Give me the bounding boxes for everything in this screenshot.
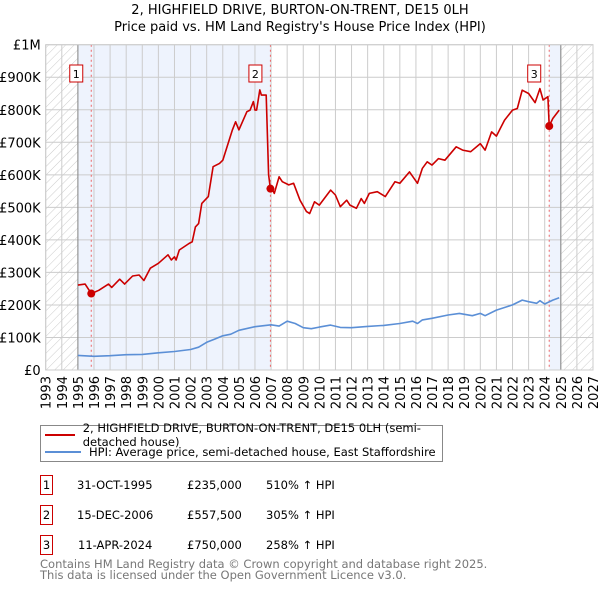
x-tick-label: 1998 xyxy=(120,376,135,409)
transaction-hpi: 305% ↑ HPI xyxy=(266,508,335,522)
x-tick-label: 2025 xyxy=(555,376,570,409)
sale-label-box xyxy=(527,64,542,83)
transaction-hpi: 258% ↑ HPI xyxy=(266,538,335,552)
sale-label-box xyxy=(248,64,263,83)
x-tick-label: 1994 xyxy=(56,376,71,409)
x-tick-label: 2026 xyxy=(571,376,586,409)
transaction-marker: 1 xyxy=(40,475,53,495)
x-tick-label: 2002 xyxy=(185,376,200,409)
y-tick-label: £300K xyxy=(0,266,41,281)
x-tick-label: 2001 xyxy=(168,376,183,409)
transaction-marker: 2 xyxy=(40,505,53,525)
x-tick-label: 2000 xyxy=(152,376,167,409)
x-tick-label: 2006 xyxy=(249,376,264,409)
legend-item-property: 2, HIGHFIELD DRIVE, BURTON-ON-TRENT, DE1… xyxy=(45,421,442,449)
x-tick-label: 2003 xyxy=(201,376,216,409)
transaction-price: £557,500 xyxy=(187,508,242,522)
x-tick-label: 1996 xyxy=(88,376,103,409)
x-tick-label: 2016 xyxy=(410,376,425,409)
x-tick-label: 2022 xyxy=(507,376,522,409)
x-tick-label: 2011 xyxy=(329,376,344,409)
x-tick-label: 2008 xyxy=(281,376,296,409)
footer-licence: This data is licensed under the Open Gov… xyxy=(40,568,407,582)
x-tick-label: 2020 xyxy=(474,376,489,409)
footer: Contains HM Land Registry data © Crown c… xyxy=(40,557,488,582)
x-tick-label: 2005 xyxy=(233,376,248,409)
price-chart: £0 £100K £200K £300K £400K £500K £600K £700K £80… xyxy=(0,39,600,409)
sale-label-box xyxy=(69,64,84,83)
legend: 2, HIGHFIELD DRIVE, BURTON-ON-TRENT, DE1… xyxy=(40,421,443,462)
x-tick-label: 2017 xyxy=(426,376,441,409)
y-tick-label: £500K xyxy=(0,201,41,216)
chart-subtitle: Price paid vs. HM Land Registry's House … xyxy=(114,20,486,35)
y-tick-label: £900K xyxy=(0,71,41,86)
y-tick-label: £100K xyxy=(0,331,41,346)
transaction-date: 31-OCT-1995 xyxy=(77,478,153,492)
x-tick-label: 1999 xyxy=(136,376,151,409)
property-price-line xyxy=(77,87,560,295)
x-tick-label: 2023 xyxy=(523,376,538,409)
legend-swatch-blue xyxy=(45,451,81,453)
plot-border xyxy=(45,44,594,371)
chart-title: 2, HIGHFIELD DRIVE, BURTON-ON-TRENT, DE1… xyxy=(131,3,469,18)
x-tick-label: 2027 xyxy=(587,376,600,409)
transaction-row: 2 15-DEC-2006 £557,500 305% ↑ HPI xyxy=(40,505,600,527)
legend-label-hpi: HPI: Average price, semi-detached house,… xyxy=(89,445,436,459)
x-tick-label: 1993 xyxy=(40,376,55,409)
y-tick-label: £0 xyxy=(24,364,41,379)
sale-point xyxy=(87,289,96,298)
sale-point xyxy=(266,184,275,193)
legend-item-hpi: HPI: Average price, semi-detached house,… xyxy=(45,444,436,460)
x-tick-label: 2010 xyxy=(313,376,328,409)
transaction-hpi: 510% ↑ HPI xyxy=(266,478,335,492)
y-tick-label: £1M xyxy=(13,39,41,54)
transaction-row: 3 11-APR-2024 £750,000 258% ↑ HPI xyxy=(40,535,600,557)
transaction-date: 15-DEC-2006 xyxy=(77,508,154,522)
x-tick-label: 1995 xyxy=(72,376,87,409)
transaction-marker: 3 xyxy=(40,535,53,555)
transaction-row: 1 31-OCT-1995 £235,000 510% ↑ HPI xyxy=(40,475,600,497)
sale-point xyxy=(545,122,554,131)
hpi-line xyxy=(77,297,560,358)
y-tick-label: £700K xyxy=(0,136,41,151)
x-tick-label: 2015 xyxy=(394,376,409,409)
x-tick-label: 2004 xyxy=(217,376,232,409)
y-tick-label: £400K xyxy=(0,234,41,249)
x-tick-label: 2024 xyxy=(539,376,554,409)
x-tick-label: 2021 xyxy=(490,376,505,409)
sale-label: 3 xyxy=(531,68,538,81)
transaction-price: £750,000 xyxy=(187,538,242,552)
transaction-price: £235,000 xyxy=(187,478,242,492)
sale-label: 1 xyxy=(73,68,80,81)
sale-label: 2 xyxy=(252,68,259,81)
x-tick-label: 2007 xyxy=(265,376,280,409)
footer-copyright: Contains HM Land Registry data © Crown c… xyxy=(40,557,488,571)
x-tick-label: 2009 xyxy=(297,376,312,409)
legend-label-property: 2, HIGHFIELD DRIVE, BURTON-ON-TRENT, DE1… xyxy=(82,421,421,449)
x-tick-label: 2018 xyxy=(442,376,457,409)
x-tick-label: 2014 xyxy=(378,376,393,409)
transaction-date: 11-APR-2024 xyxy=(78,538,153,552)
x-tick-label: 2013 xyxy=(362,376,377,409)
legend-swatch-red xyxy=(45,434,75,436)
x-tick-label: 2019 xyxy=(458,376,473,409)
y-tick-label: £200K xyxy=(0,299,41,314)
y-tick-label: £800K xyxy=(0,104,41,119)
x-tick-label: 1997 xyxy=(104,376,119,409)
y-tick-label: £600K xyxy=(0,169,41,184)
x-tick-label: 2012 xyxy=(346,376,361,409)
